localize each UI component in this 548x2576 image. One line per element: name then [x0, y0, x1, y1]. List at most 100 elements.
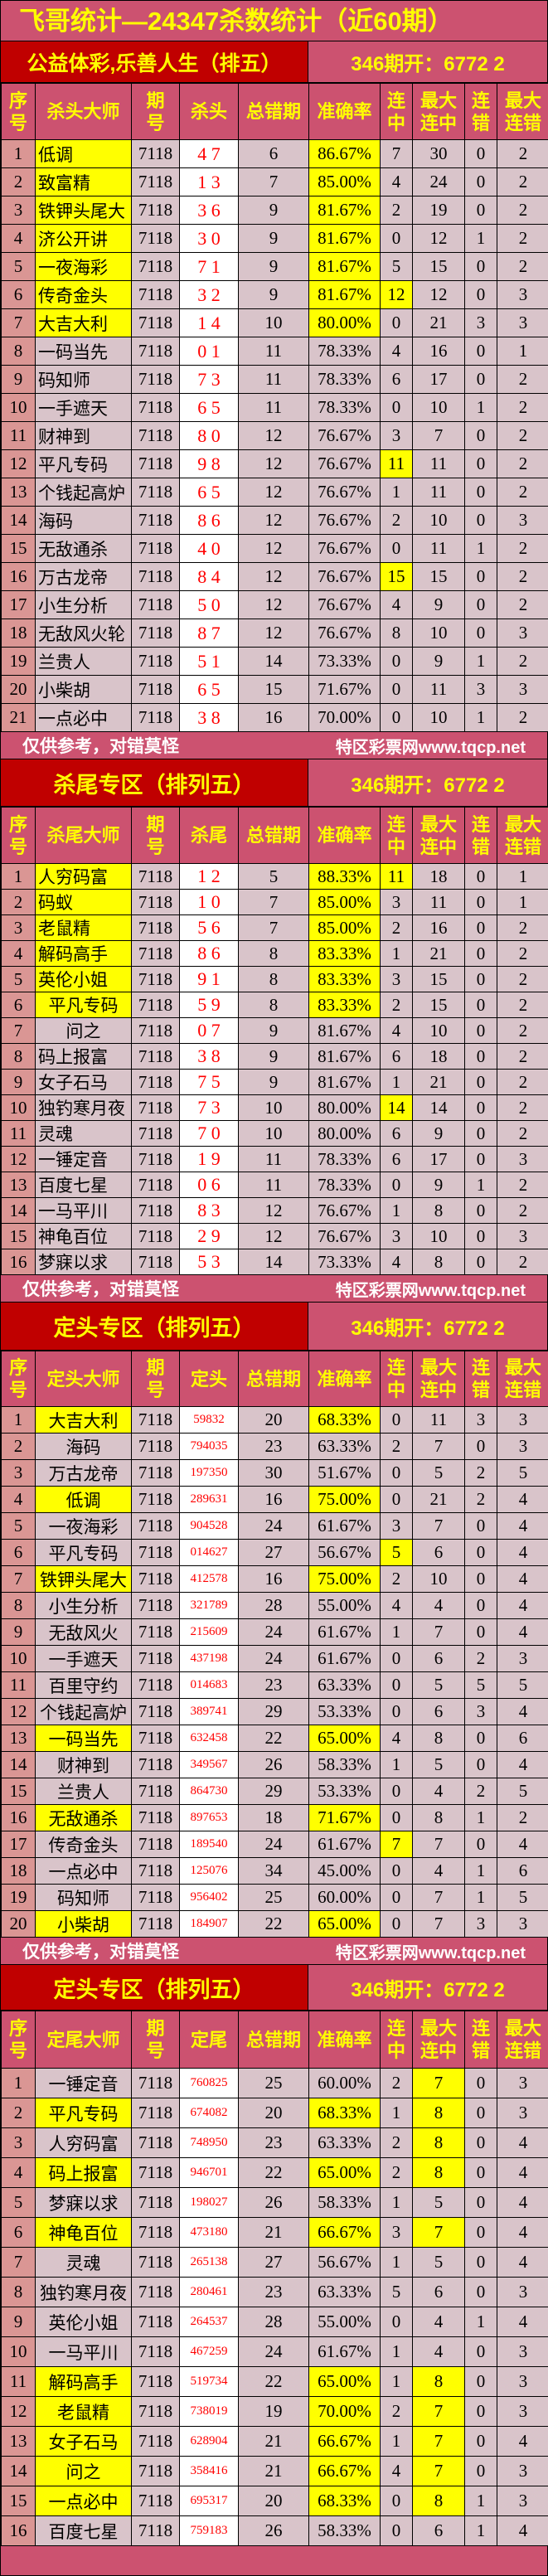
cell-name: 女子石马 [36, 2427, 132, 2457]
cell-errors: 23 [239, 1434, 309, 1460]
cell-name: 问之 [36, 1018, 132, 1044]
cell-name: 小柴胡 [36, 676, 132, 704]
cell-streak-miss: 1 [465, 648, 497, 676]
cell-pick: 674082 [180, 2098, 239, 2128]
cell-accuracy: 51.67% [309, 1460, 381, 1487]
cell-name: 铁钾头尾大 [36, 196, 132, 225]
cell-no: 10 [2, 1095, 36, 1121]
column-header-period: 期 号 [132, 2011, 180, 2069]
draw-result: 346期开：6772 2 [308, 1303, 547, 1350]
cell-pick: 473180 [180, 2218, 239, 2248]
site-link[interactable]: 特区彩票网www.tqcp.net [336, 1277, 526, 1301]
cell-streak-hit: 4 [381, 1725, 413, 1752]
cell-name: 大吉大利 [36, 309, 132, 337]
cell-max-miss: 2 [497, 394, 548, 422]
cell-errors: 24 [239, 1646, 309, 1672]
cell-max-miss: 4 [497, 1513, 548, 1540]
cell-max-hit: 8 [413, 1805, 465, 1831]
cell-max-hit: 8 [413, 2367, 465, 2397]
cell-period: 7118 [132, 2218, 180, 2248]
column-header-pick: 定尾 [180, 2011, 239, 2069]
cell-period: 7118 [132, 915, 180, 941]
cell-name: 一夜海彩 [36, 253, 132, 281]
cell-no: 14 [2, 507, 36, 535]
cell-no: 1 [2, 1407, 36, 1434]
cell-no: 6 [2, 1540, 36, 1566]
cell-name: 无敌风火轮 [36, 619, 132, 648]
cell-streak-miss: 0 [465, 1725, 497, 1752]
cell-name: 女子石马 [36, 1070, 132, 1095]
cell-no: 7 [2, 1018, 36, 1044]
cell-period: 7118 [132, 1778, 180, 1805]
cell-streak-hit: 6 [381, 1044, 413, 1070]
cell-pick: 5 6 [180, 915, 239, 941]
cell-name: 神龟百位 [36, 2218, 132, 2248]
cell-max-hit: 6 [413, 1646, 465, 1672]
cell-streak-hit: 2 [381, 2158, 413, 2188]
cell-period: 7118 [132, 648, 180, 676]
cell-errors: 9 [239, 1044, 309, 1070]
cell-name: 财神到 [36, 422, 132, 450]
cell-errors: 7 [239, 168, 309, 196]
cell-period: 7118 [132, 864, 180, 890]
cell-streak-miss: 0 [465, 422, 497, 450]
cell-max-hit: 5 [413, 1752, 465, 1778]
cell-streak-hit: 4 [381, 337, 413, 366]
cell-streak-miss: 1 [465, 1858, 497, 1885]
column-header-pick: 定头 [180, 1351, 239, 1407]
site-link[interactable]: 特区彩票网www.tqcp.net [336, 1939, 526, 1963]
cell-max-hit: 4 [413, 2307, 465, 2337]
cell-streak-miss: 1 [465, 394, 497, 422]
cell-accuracy: 56.67% [309, 2248, 381, 2278]
column-header-max-hit: 最大 连中 [413, 84, 465, 140]
cell-max-hit: 7 [413, 1434, 465, 1460]
cell-max-miss: 3 [497, 2367, 548, 2397]
column-header-name: 定尾大师 [36, 2011, 132, 2069]
cell-no: 12 [2, 2397, 36, 2427]
cell-pick: 189540 [180, 1831, 239, 1858]
cell-streak-hit: 0 [381, 2486, 413, 2516]
column-header-streak-hit: 连 中 [381, 808, 413, 864]
cell-errors: 12 [239, 450, 309, 478]
cell-errors: 9 [239, 1070, 309, 1095]
cell-max-miss: 2 [497, 648, 548, 676]
cell-pick: 519734 [180, 2367, 239, 2397]
cell-max-hit: 11 [413, 676, 465, 704]
cell-errors: 21 [239, 2427, 309, 2457]
cell-no: 18 [2, 619, 36, 648]
cell-no: 2 [2, 2098, 36, 2128]
cell-max-miss: 2 [497, 992, 548, 1018]
cell-streak-hit: 11 [381, 450, 413, 478]
cell-max-hit: 9 [413, 591, 465, 619]
site-link[interactable]: 特区彩票网www.tqcp.net [336, 734, 526, 758]
cell-max-hit: 17 [413, 1147, 465, 1172]
cell-streak-hit: 1 [381, 1752, 413, 1778]
cell-no: 8 [2, 2278, 36, 2307]
cell-streak-hit: 8 [381, 619, 413, 648]
cell-max-hit: 10 [413, 1018, 465, 1044]
cell-max-hit: 8 [413, 2486, 465, 2516]
cell-streak-hit: 5 [381, 253, 413, 281]
draw-result: 346期开：6772 2 [308, 1965, 547, 2010]
cell-streak-miss: 5 [465, 1672, 497, 1699]
cell-errors: 20 [239, 2486, 309, 2516]
cell-name: 万古龙帝 [36, 563, 132, 591]
cell-errors: 21 [239, 2218, 309, 2248]
cell-max-hit: 9 [413, 1121, 465, 1147]
cell-max-miss: 3 [497, 309, 548, 337]
cell-period: 7118 [132, 2069, 180, 2098]
cell-period: 7118 [132, 1224, 180, 1249]
cell-streak-hit: 4 [381, 1249, 413, 1275]
cell-period: 7118 [132, 1513, 180, 1540]
cell-no: 20 [2, 676, 36, 704]
cell-errors: 18 [239, 1805, 309, 1831]
column-header-name: 杀头大师 [36, 84, 132, 140]
